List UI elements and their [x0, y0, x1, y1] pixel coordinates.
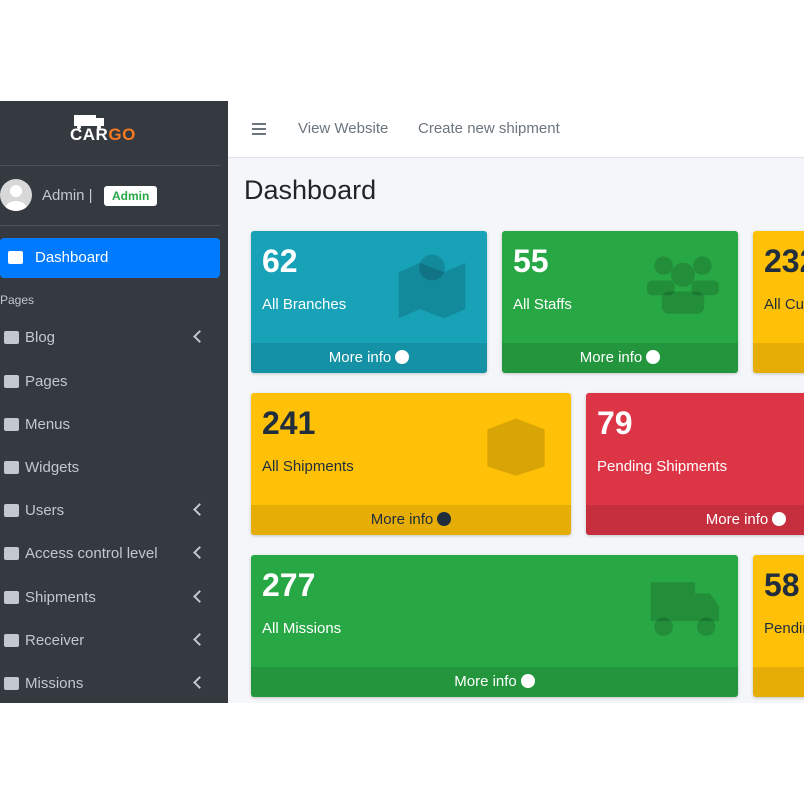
more-info-label: More info	[579, 349, 643, 366]
chevron	[193, 330, 206, 343]
nav-item[interactable]: Users	[0, 491, 220, 531]
chevron	[193, 590, 206, 603]
more-info[interactable]: More info	[251, 667, 738, 697]
stat-value: 277	[262, 567, 316, 603]
nav-icon	[4, 677, 19, 690]
chevron	[193, 546, 206, 559]
nav-label: Blog	[25, 329, 56, 346]
stat-card: 79 Pending Shipments More info	[586, 393, 804, 535]
more-info[interactable]: More info	[502, 343, 738, 373]
menu-toggle[interactable]	[252, 123, 266, 125]
avatar-icon	[5, 185, 27, 211]
nav-icon	[4, 504, 19, 517]
stat-value: 241	[262, 405, 316, 441]
stat-label: All Customers	[764, 296, 804, 313]
stat-card: 55 All Staffs More info	[502, 231, 738, 373]
card-icon	[487, 418, 545, 476]
card-icon	[398, 254, 466, 319]
nav-item[interactable]: Missions	[0, 664, 220, 703]
user-name[interactable]: Admin |	[42, 187, 93, 204]
logo-accent: GO	[108, 125, 136, 144]
more-info-label: More info	[705, 511, 769, 528]
divider	[0, 165, 220, 166]
topbar: View Website Create new shipment	[228, 101, 804, 158]
chevron	[193, 633, 206, 646]
arrow-icon	[437, 512, 452, 526]
nav-label: Dashboard	[35, 249, 109, 266]
app: CARGO Admin | Admin Dashboard Pages Blog…	[0, 101, 804, 703]
card-icon	[646, 256, 720, 314]
nav-item[interactable]: Access control level	[0, 534, 220, 574]
sidebar: CARGO Admin | Admin Dashboard Pages Blog…	[0, 101, 228, 703]
nav-icon	[8, 251, 23, 264]
nav-label: Shipments	[25, 589, 96, 606]
stat-label: Pending Shipments	[597, 458, 728, 475]
nav-icon	[4, 331, 19, 344]
more-info-label: More info	[370, 511, 434, 528]
avatar	[0, 179, 32, 211]
nav-item[interactable]: Menus	[0, 405, 220, 445]
stat-label: All Shipments	[262, 458, 354, 475]
stat-value: 62	[262, 243, 298, 279]
stat-label: All Branches	[262, 296, 347, 313]
nav-label: Pages	[25, 373, 68, 390]
stat-label: All Staffs	[513, 296, 572, 313]
stat-value: 79	[597, 405, 633, 441]
more-info[interactable]: More info	[251, 343, 487, 373]
more-info[interactable]: More info	[753, 667, 804, 697]
nav-item[interactable]: Shipments	[0, 578, 220, 618]
stat-card: 277 All Missions More info	[251, 555, 738, 697]
stat-value: 55	[513, 243, 549, 279]
arrow-icon	[520, 674, 535, 688]
stat-value: 232	[764, 243, 804, 279]
nav-label: Receiver	[25, 632, 85, 649]
top-link[interactable]: View Website	[298, 120, 389, 137]
stat-card: 241 All Shipments More info	[251, 393, 571, 535]
more-info[interactable]: More info	[586, 505, 804, 535]
nav-icon	[4, 591, 19, 604]
nav-item[interactable]: Pages	[0, 362, 220, 402]
nav-header: Pages	[0, 293, 35, 307]
nav-icon	[4, 375, 19, 388]
nav-label: Missions	[25, 675, 84, 692]
more-info-label: More info	[328, 349, 392, 366]
nav-label: Menus	[25, 416, 71, 433]
nav-item[interactable]: Blog	[0, 318, 220, 358]
stat-label: Pending Missions	[764, 620, 804, 637]
nav-icon	[4, 634, 19, 647]
divider	[0, 225, 220, 226]
nav-item[interactable]: Widgets	[0, 448, 220, 488]
stat-card: 62 All Branches More info	[251, 231, 487, 373]
chevron	[193, 503, 206, 516]
arrow-icon	[395, 350, 410, 364]
nav-icon	[4, 461, 19, 474]
nav-icon	[4, 547, 19, 560]
top-link[interactable]: Create new shipment	[418, 120, 560, 137]
stat-card: 58 Pending Missions More info	[753, 555, 804, 697]
arrow-icon	[772, 512, 787, 526]
more-info-label: More info	[454, 673, 517, 690]
logo-text: CAR	[70, 125, 109, 144]
page-title: Dashboard	[244, 175, 377, 205]
role-badge: Admin	[104, 186, 158, 206]
nav-dashboard[interactable]: Dashboard	[0, 238, 220, 278]
nav-label: Users	[25, 502, 65, 519]
card-icon	[650, 582, 720, 636]
nav-icon	[4, 418, 19, 431]
stat-card: 232 All Customers More info	[753, 231, 804, 373]
arrow-icon	[646, 350, 661, 364]
more-info[interactable]: More info	[251, 505, 571, 535]
more-info[interactable]: More info	[753, 343, 804, 373]
stat-label: All Missions	[262, 620, 342, 637]
logo: CARGO	[70, 125, 136, 145]
nav-item[interactable]: Receiver	[0, 621, 220, 661]
nav-label: Widgets	[25, 459, 80, 476]
nav-label: Access control level	[25, 545, 158, 562]
chevron	[193, 676, 206, 689]
logo-truck	[74, 115, 104, 129]
stat-value: 58	[764, 567, 800, 603]
